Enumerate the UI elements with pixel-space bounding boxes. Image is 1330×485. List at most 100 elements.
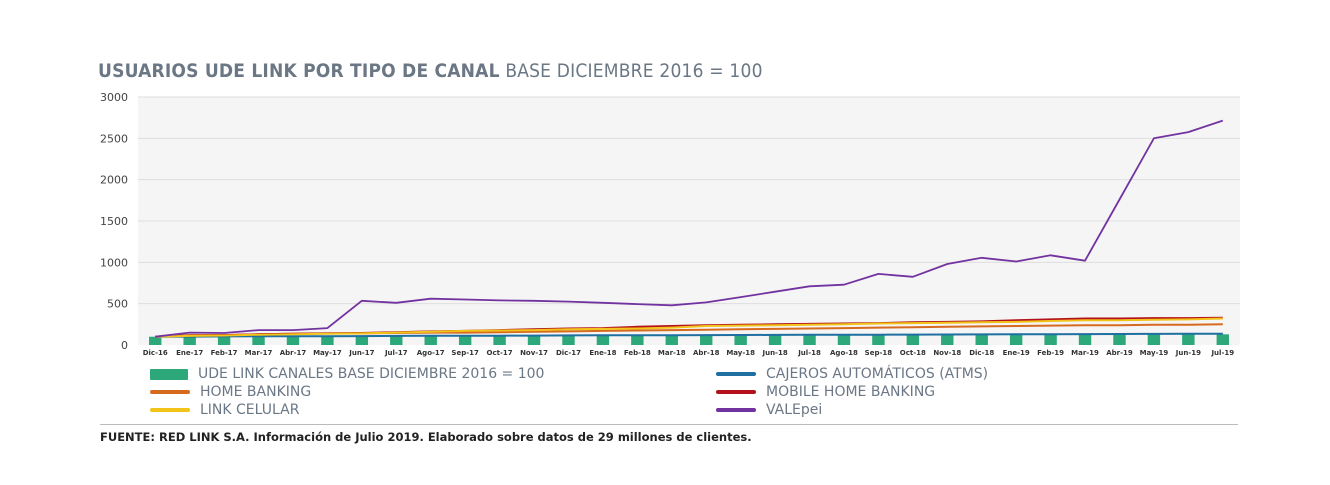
bar [458,335,472,345]
line-series [155,119,1224,338]
legend-item-mobile-home-banking: MOBILE HOME BANKING [716,384,935,400]
x-tick-label: Abr-17 [280,349,307,357]
x-tick-label: May-18 [726,349,755,357]
bar [493,335,506,345]
x-tick-label: Jun-19 [1175,349,1201,357]
x-tick-label: Oct-18 [900,349,926,357]
bar [631,335,644,345]
x-tick-label: Mar-17 [245,349,273,357]
y-tick-label: 500 [107,298,128,311]
y-tick-label: 2500 [100,132,128,145]
bar [803,335,816,345]
bar [149,336,162,345]
x-tick-label: Abr-18 [693,349,720,357]
x-tick-label: Sep-18 [865,349,893,357]
legend-swatch-line [150,390,190,394]
bar [906,334,920,345]
legend-item-link-celular: LINK CELULAR [150,402,299,418]
bar [390,336,403,345]
bar [424,336,437,345]
legend-swatch-line [150,408,190,412]
x-tick-label: Feb-17 [211,349,238,357]
bar [665,335,678,345]
bar [355,336,369,345]
chart-title: USUARIOS UDE LINK POR TIPO DE CANAL BASE… [98,60,763,82]
bar [1182,334,1195,345]
x-tick-label: Ene-19 [1003,349,1030,357]
bar [286,336,300,345]
grid-lines [138,96,1240,305]
legend-item-home-banking: HOME BANKING [150,384,311,400]
y-tick-label: 2000 [100,174,128,187]
x-tick-label: Sep-17 [451,349,479,357]
x-tick-label: Jun-18 [761,349,787,357]
bar [1147,334,1161,345]
bar [1044,334,1057,345]
source-note: FUENTE: RED LINK S.A. Información de Jul… [100,424,1238,444]
bar [837,335,851,345]
x-tick-label: Jul-18 [797,349,821,357]
bar [321,336,334,345]
legend-label: CAJEROS AUTOMÁTICOS (ATMS) [766,366,989,382]
bar [217,336,231,345]
bar [734,335,747,345]
y-axis-ticks: 0 500 1000 1500 2000 2500 3000 [100,91,128,352]
bar [252,336,265,345]
x-tick-label: Mar-19 [1071,349,1099,357]
x-tick-label: May-19 [1140,349,1169,357]
x-tick-label: Oct-17 [487,349,513,357]
series-line-5 [155,119,1224,338]
legend-label: MOBILE HOME BANKING [766,384,936,400]
legend-item-cajeros: CAJEROS AUTOMÁTICOS (ATMS) [716,366,988,382]
bar [562,335,575,345]
bar [596,335,610,345]
bar [527,335,541,345]
x-tick-label: Nov-17 [520,349,548,357]
x-tick-label: Dic-18 [969,349,994,357]
chart-title-sub: BASE DICIEMBRE 2016 = 100 [505,60,763,82]
legend-label: VALEpei [766,402,823,418]
legend-swatch-line [716,390,756,394]
x-tick-label: Ago-18 [830,349,858,357]
legend-label: UDE LINK CANALES BASE DICIEMBRE 2016 = 1… [198,366,545,382]
x-tick-label: Ene-17 [176,349,203,357]
series-line-4 [155,317,1223,338]
x-tick-label: Jul-19 [1210,349,1234,357]
x-axis-ticks: Dic-16 Ene-17 Feb-17 Mar-17 Abr-17 May-17 Jun-… [143,349,1235,357]
legend-item-valepei: VALEpei [716,402,822,418]
x-tick-label: Jul-17 [384,349,408,357]
bar-series [149,334,1229,345]
x-tick-label: Ago-17 [417,349,445,357]
y-tick-label: 0 [121,339,128,352]
legend-label: LINK CELULAR [200,402,300,418]
legend-swatch-line [716,372,756,376]
bar [1009,334,1023,345]
bar [1113,334,1126,345]
x-tick-label: Nov-18 [933,349,961,357]
bar [1216,334,1229,345]
bar [1078,334,1092,345]
x-tick-label: Feb-18 [624,349,651,357]
x-tick-label: Ene-18 [589,349,616,357]
chart-title-main: USUARIOS UDE LINK POR TIPO DE CANAL [98,60,500,82]
legend-swatch-line [716,408,756,412]
x-tick-label: Dic-17 [556,349,581,357]
bar [941,334,954,345]
y-tick-label: 3000 [100,91,128,104]
bar [183,336,196,345]
series-line-1 [155,332,1223,338]
bar [768,335,782,345]
y-tick-label: 1000 [100,256,128,269]
bar [700,335,713,345]
x-tick-label: Jun-17 [348,349,374,357]
chart-plot: 0 500 1000 1500 2000 2500 3000 Dic-16 Ene-17 Feb… [100,91,1240,357]
legend-item-ude-link: UDE LINK CANALES BASE DICIEMBRE 2016 = 1… [150,366,544,382]
x-tick-label: Mar-18 [658,349,686,357]
y-tick-label: 1500 [100,215,128,228]
legend-swatch-bar [150,368,188,380]
legend-label: HOME BANKING [200,384,312,400]
bar [975,334,988,345]
x-tick-label: Abr-19 [1106,349,1133,357]
x-tick-label: May-17 [313,349,342,357]
bar [872,335,885,345]
